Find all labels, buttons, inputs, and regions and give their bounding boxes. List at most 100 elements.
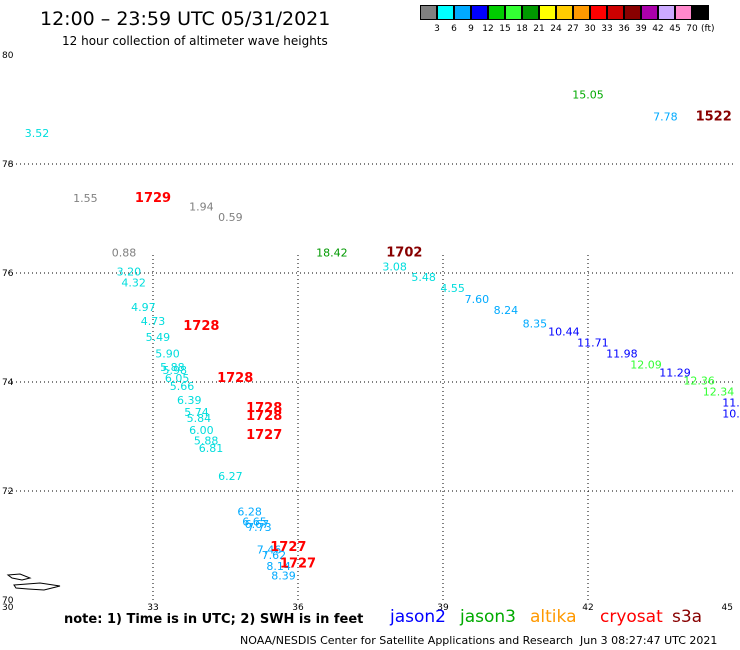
wave-height-label: 5.48 [411,271,436,284]
pass-time-label: 1729 [135,191,171,206]
color-tick-label: 70 [686,24,698,34]
wave-height-label: 6.27 [218,470,243,483]
wave-height-label: 8.14 [266,560,291,573]
y-tick-label: 74 [2,378,14,388]
legend-entry-jason3: jason3 [460,607,516,627]
wave-height-label: 5.90 [155,347,180,360]
legend-entry-cryosat: cryosat [600,607,663,627]
wave-height-label: 3.20 [117,266,142,279]
pass-time-label: 1522 [696,109,732,124]
color-unit-label: (ft) [701,24,715,34]
wave-height-label: 10.39 [722,407,740,420]
wave-height-label: 4.32 [121,277,146,290]
color-tick-label: 36 [618,24,630,34]
wave-height-label: 3.08 [382,260,407,273]
pass-time-label: 1728 [183,319,219,334]
color-tick-label: 33 [601,24,613,34]
pass-time-label: 1727 [280,556,316,571]
x-tick-label: 36 [292,603,304,613]
color-tick-label: 42 [652,24,664,34]
wave-height-label: 6.65 [242,515,267,528]
coastline [6,573,61,591]
wave-height-label: 12.36 [683,375,715,388]
color-swatch [692,5,709,20]
axis-tick-labels: 30 33 36 39 42 45 70 72 74 76 78 80 [2,51,733,613]
wave-height-label: 7.73 [247,521,272,534]
legend-entry-jason2: jason2 [390,607,446,627]
pass-time-label: 1728 [246,409,282,424]
footer-note: note: 1) Time is in UTC; 2) SWH is in fe… [64,612,364,627]
wave-height-label: 8.39 [271,569,296,582]
pass-time-label: 1727 [270,540,306,555]
map-subtitle: 12 hour collection of altimeter wave hei… [62,34,328,48]
wave-height-label: 6.39 [177,394,202,407]
color-swatch [539,5,556,20]
wave-height-label: 4.55 [440,282,465,295]
pass-time-label: 1728 [246,401,282,416]
wave-height-label: 11.46 [722,397,740,410]
wave-height-label: 10.44 [548,326,580,339]
coastline-fragment [6,573,61,591]
timestamp: Jun 3 08:27:47 UTC 2021 [580,634,718,647]
color-tick-label: 45 [669,24,681,34]
map-title: 12:00 – 23:59 UTC 05/31/2021 [40,8,331,30]
pass-time-label: 1728 [217,371,253,386]
color-swatch [658,5,675,20]
wave-height-label: 6.05 [165,372,190,385]
wave-height-label: 0.88 [112,247,137,260]
wave-height-label: 7.46 [257,544,282,557]
color-swatch [590,5,607,20]
wave-height-label: 6.28 [237,506,262,519]
color-tick-label: 12 [482,24,494,34]
x-tick-label: 30 [2,603,14,613]
wave-height-label: 12.09 [630,358,662,371]
wave-height-label: 7.78 [653,110,678,123]
wave-height-label: 6.81 [199,442,224,455]
wave-height-label: 0.59 [218,211,243,224]
wave-height-label: 12.34 [703,386,735,399]
y-tick-label: 80 [2,51,14,61]
color-tick-label: 27 [567,24,579,34]
wave-height-label: 8.24 [494,304,519,317]
credit-line: NOAA/NESDIS Center for Satellite Applica… [240,634,574,647]
wave-height-label: 11.98 [606,347,638,360]
legend-entry-altika: altika [530,607,577,627]
color-tick-label: 3 [434,24,440,34]
color-tick-label: 18 [516,24,528,34]
wave-height-label: 5.98 [163,364,188,377]
wave-height-label: 5.84 [187,412,212,425]
color-swatch [454,5,471,20]
y-tick-label: 70 [2,596,14,606]
color-tick-label: 21 [533,24,545,34]
wave-height-label: 7.62 [262,549,287,562]
y-tick-label: 78 [2,160,14,170]
wave-height-label: 5.88 [160,361,185,374]
color-swatch [641,5,658,20]
wave-height-label: 5.88 [194,435,219,448]
wave-height-label: 5.74 [184,406,209,419]
wave-height-label: 3.52 [25,127,50,140]
wave-height-label: 1.55 [73,192,98,205]
wave-height-label: 15.05 [572,89,604,102]
color-swatch [522,5,539,20]
color-swatch [607,5,624,20]
color-swatch [624,5,641,20]
wave-height-labels: 3.52 1.55 1.94 0.59 0.88 3.204.32 4.974.73 5.49… [25,89,740,583]
color-swatch [471,5,488,20]
color-swatch [488,5,505,20]
color-tick-label: 9 [468,24,474,34]
wave-height-label: 4.97 [131,301,156,314]
color-swatch [420,5,437,20]
color-swatch [675,5,692,20]
color-tick-label: 6 [451,24,457,34]
legend-entry-s3a: s3a [672,607,703,627]
wave-height-label: 11.29 [659,367,691,380]
color-tick-label: 24 [550,24,562,34]
wave-height-label: 4.73 [141,315,166,328]
x-tick-label: 45 [722,603,733,613]
wave-height-label: 11.71 [577,337,609,350]
color-tick-label: 39 [635,24,647,34]
wave-height-label: 5.49 [146,331,171,344]
